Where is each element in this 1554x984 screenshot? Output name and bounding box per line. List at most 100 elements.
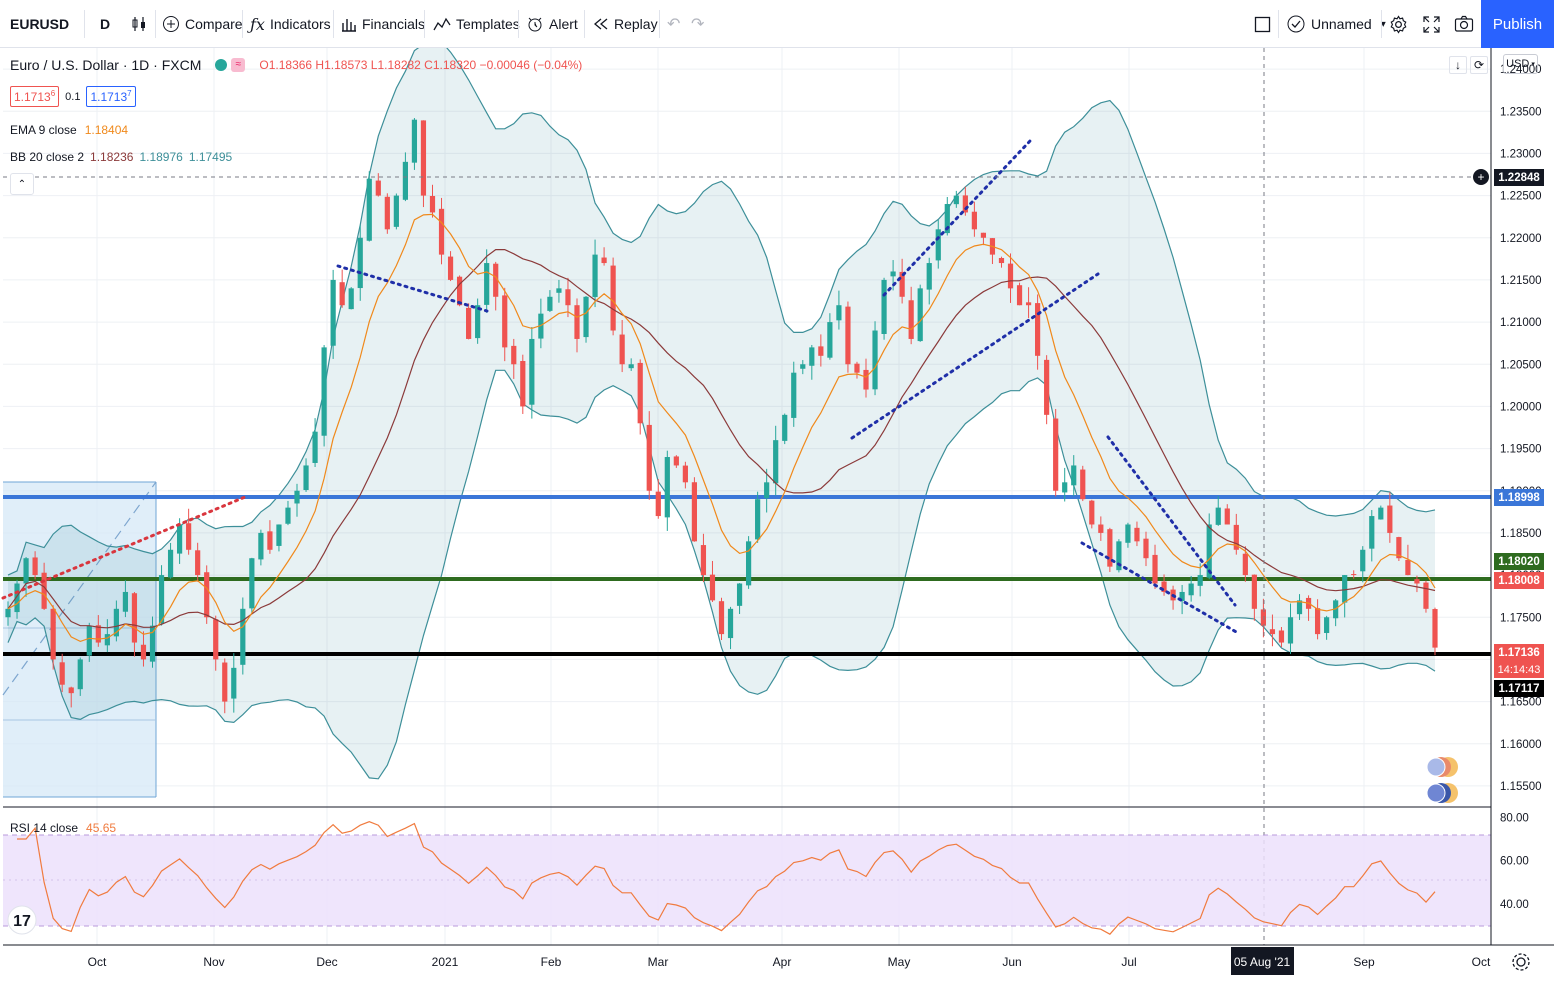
redo-button[interactable]: ↷ [691,0,704,48]
candle-body [556,288,562,293]
layout-name: Unnamed [1311,16,1372,32]
candle-body [77,659,83,690]
candle-body [529,338,535,405]
candle-body [95,625,101,643]
rsi-tick-label: 40.00 [1500,899,1529,911]
publish-button[interactable]: Publish [1481,0,1554,48]
maximize-button[interactable] [1423,0,1440,48]
candle-body [285,507,291,524]
candle-body [339,282,345,306]
candle-body [1197,575,1203,586]
black-level-badge: 1.17117 [1494,680,1544,697]
financials-button[interactable]: Financials [341,0,425,48]
candle-body [276,524,282,546]
ema-legend[interactable]: EMA 9 close 1.18404 [10,123,128,137]
candle-body [1242,553,1248,576]
trendline-dotted[interactable] [1080,541,1240,635]
price-tick-label: 1.22500 [1500,191,1542,203]
candle-body [836,305,842,321]
collapse-legend-button[interactable]: ⌃ [10,173,34,195]
candle-body [447,256,454,280]
settings-button[interactable] [1389,0,1408,48]
layout-menu[interactable]: Unnamed ▾ [1286,0,1386,48]
redo-icon: ↷ [691,16,705,33]
top-toolbar: EURUSD D Compare ƒx Indicators Financial… [0,0,1554,48]
trendline-dotted-red[interactable] [1,495,247,600]
toolbar-divider [584,10,585,38]
candle-body [718,601,725,635]
trendline-dotted[interactable] [882,139,1032,297]
time-tick-label: 2021 [432,955,459,969]
alert-button[interactable]: Alert [526,0,578,48]
candle-body [186,523,192,550]
fullscreen-toggle[interactable] [1254,0,1271,48]
candle-body [1134,527,1140,542]
candle-body [158,575,165,624]
candle-body [1251,574,1257,609]
highlight-rectangle[interactable] [3,482,156,797]
replay-button[interactable]: Replay [593,0,658,48]
sell-button[interactable]: 1.17136 [10,86,60,107]
add-alert-icon[interactable]: + [1473,169,1489,185]
rsi-legend[interactable]: RSI 14 close 45.65 [10,821,116,835]
refresh-icon: ⟳ [1473,58,1485,72]
compare-button[interactable]: Compare [162,0,243,48]
candle-body [420,120,427,196]
symbol-search[interactable]: EURUSD [10,16,70,32]
undo-button[interactable]: ↶ [667,0,680,48]
blue-level-badge: 1.18998 [1494,489,1544,506]
candle-body [511,345,517,365]
indicators-button[interactable]: ƒx Indicators [250,0,331,48]
candle-body [375,180,381,196]
gear-icon[interactable] [1512,953,1530,971]
ohlc-values: O1.18366 H1.18573 L1.18282 C1.18320 −0.0… [259,58,583,72]
buy-button[interactable]: 1.17137 [86,86,136,107]
snapshot-button[interactable] [1454,0,1474,48]
candle-body [908,300,914,339]
economic-events-icon[interactable] [1426,757,1458,803]
candle-body [1314,608,1321,635]
candle-body [258,532,264,560]
candle-body [32,557,38,576]
download-button[interactable]: ↓ [1449,56,1467,74]
candle-body [1278,630,1285,643]
trendline-dotted[interactable] [850,272,1100,440]
rsi-value: 45.65 [86,821,117,835]
candle-body [1071,465,1077,486]
toolbar-divider [518,10,519,38]
candle-body [231,667,237,699]
candle-body [1161,581,1167,592]
candle-body [1007,263,1014,289]
time-tick-label: Nov [203,955,224,969]
bb-legend[interactable]: BB 20 close 2 1.18236 1.18976 1.17495 [10,150,232,164]
candle-body [890,271,896,277]
compare-label: Compare [185,16,243,32]
candle-body [1179,591,1185,601]
candle-body [800,364,806,369]
candle-body [86,625,92,656]
candle-body [475,305,481,339]
currency-selector[interactable]: USD ▾ [1503,54,1538,74]
price-chart[interactable]: 1.240001.235001.230001.225001.220001.215… [0,48,1554,984]
function-icon: ƒx [250,14,265,34]
candle-body [267,531,273,550]
candle-body [682,465,688,483]
trendline-dotted[interactable] [1106,435,1237,607]
trendline-dotted[interactable] [336,264,489,313]
chart-type-button[interactable] [130,0,148,48]
candle-body [1025,302,1032,306]
last-price-badge: 1.17136 [1494,644,1544,661]
square-icon [1254,16,1271,33]
camera-icon [1454,15,1474,33]
candle-body [809,347,815,366]
candle-body [294,490,300,504]
time-tick-label: Dec [316,955,337,969]
indicators-label: Indicators [269,16,331,32]
candle-body [1188,583,1194,596]
templates-button[interactable]: Templates [433,0,520,48]
price-tick-label: 1.16000 [1500,739,1542,751]
candle-body [502,295,508,348]
refresh-button[interactable]: ⟳ [1470,56,1488,74]
interval-button[interactable]: D [100,16,111,32]
candle-body [1233,524,1239,550]
